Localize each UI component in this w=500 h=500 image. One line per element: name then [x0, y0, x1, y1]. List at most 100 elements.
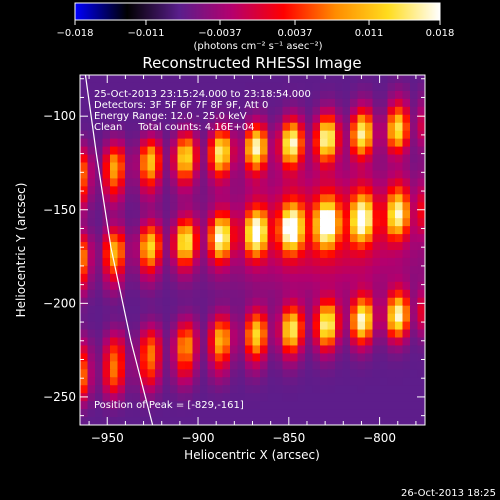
heatmap-pixel [222, 90, 231, 100]
heatmap-pixel [290, 281, 299, 291]
heatmap-pixel [402, 106, 411, 116]
heatmap-pixel [80, 361, 89, 370]
heatmap-pixel [110, 130, 119, 140]
heatmap-pixel [320, 289, 329, 299]
heatmap-pixel [387, 210, 396, 219]
heatmap-pixel [357, 329, 366, 339]
heatmap-pixel [155, 218, 164, 227]
heatmap-pixel [342, 321, 351, 331]
heatmap-pixel [282, 297, 291, 307]
heatmap-pixel [402, 377, 411, 386]
heatmap-pixel [267, 353, 276, 362]
heatmap-pixel [155, 337, 164, 347]
heatmap-pixel [267, 281, 276, 291]
heatmap-pixel [215, 234, 224, 243]
heatmap-pixel [267, 345, 276, 355]
heatmap-pixel [357, 146, 366, 156]
heatmap-pixel [117, 242, 126, 251]
heatmap-pixel [365, 130, 374, 140]
heatmap-pixel [222, 329, 231, 339]
heatmap-pixel [125, 305, 134, 315]
heatmap-pixel [320, 106, 329, 116]
heatmap-pixel [290, 273, 299, 283]
time-range-annotation: 25-Oct-2013 23:15:24.000 to 23:18:54.000 [94, 89, 311, 100]
heatmap-pixel [162, 257, 171, 267]
heatmap-pixel [222, 114, 231, 124]
heatmap-pixel [357, 265, 366, 275]
heatmap-pixel [342, 377, 351, 386]
heatmap-pixel [222, 257, 231, 267]
heatmap-pixel [282, 417, 291, 425]
heatmap-pixel [275, 273, 284, 283]
heatmap-pixel [327, 138, 336, 148]
heatmap-pixel [177, 218, 186, 227]
heatmap-pixel [417, 401, 425, 410]
heatmap-pixel [342, 337, 351, 347]
heatmap-pixel [252, 265, 261, 275]
heatmap-pixel [80, 353, 89, 362]
heatmap-pixel [372, 273, 381, 283]
heatmap-pixel [237, 234, 246, 243]
heatmap-pixel [80, 369, 89, 378]
heatmap-pixel [402, 361, 411, 370]
heatmap-pixel [297, 170, 306, 180]
heatmap-pixel [387, 393, 396, 402]
heatmap-pixel [185, 90, 194, 100]
heatmap-pixel [290, 218, 299, 227]
heatmap-pixel [170, 265, 179, 275]
heatmap-pixel [267, 202, 276, 211]
heatmap-pixel [327, 114, 336, 124]
heatmap-pixel [245, 329, 254, 339]
heatmap-pixel [372, 329, 381, 339]
heatmap-pixel [297, 154, 306, 164]
heatmap-pixel [125, 401, 134, 410]
heatmap-pixel [402, 210, 411, 219]
heatmap-pixel [177, 361, 186, 370]
heatmap-pixel [245, 393, 254, 402]
heatmap-pixel [417, 178, 425, 187]
heatmap-pixel [245, 98, 254, 108]
heatmap-pixel [252, 202, 261, 211]
heatmap-pixel [125, 337, 134, 347]
heatmap-pixel [365, 297, 374, 307]
heatmap-pixel [245, 289, 254, 299]
heatmap-pixel [87, 257, 96, 267]
heatmap-pixel [245, 337, 254, 347]
heatmap-pixel [132, 122, 141, 132]
heatmap-pixel [237, 162, 246, 172]
heatmap-pixel [230, 385, 239, 394]
heatmap-pixel [140, 82, 149, 92]
heatmap-pixel [372, 194, 381, 203]
heatmap-pixel [80, 313, 89, 323]
heatmap-pixel [245, 265, 254, 275]
heatmap-pixel [95, 218, 104, 227]
heatmap-pixel [402, 130, 411, 140]
heatmap-pixel [87, 202, 96, 211]
heatmap-pixel [335, 353, 344, 362]
heatmap-pixel [320, 226, 329, 235]
heatmap-pixel [132, 218, 141, 227]
heatmap-pixel [117, 114, 126, 124]
heatmap-pixel [200, 265, 209, 275]
heatmap-pixel [192, 234, 201, 243]
heatmap-pixel [275, 178, 284, 187]
heatmap-pixel [80, 114, 89, 124]
heatmap-pixel [245, 417, 254, 425]
heatmap-pixel [102, 242, 111, 251]
heatmap-pixel [132, 385, 141, 394]
heatmap-pixel [110, 321, 119, 331]
heatmap-pixel [200, 202, 209, 211]
heatmap-pixel [410, 114, 419, 124]
heatmap-pixel [87, 305, 96, 315]
heatmap-pixel [380, 305, 389, 315]
heatmap-pixel [185, 75, 194, 84]
energy-range-annotation: Energy Range: 12.0 - 25.0 keV [94, 111, 247, 122]
heatmap-pixel [267, 329, 276, 339]
heatmap-pixel [290, 186, 299, 195]
heatmap-pixel [155, 90, 164, 100]
heatmap-pixel [312, 313, 321, 323]
heatmap-pixel [260, 361, 269, 370]
heatmap-pixel [380, 90, 389, 100]
heatmap-pixel [320, 385, 329, 394]
heatmap-pixel [357, 82, 366, 92]
